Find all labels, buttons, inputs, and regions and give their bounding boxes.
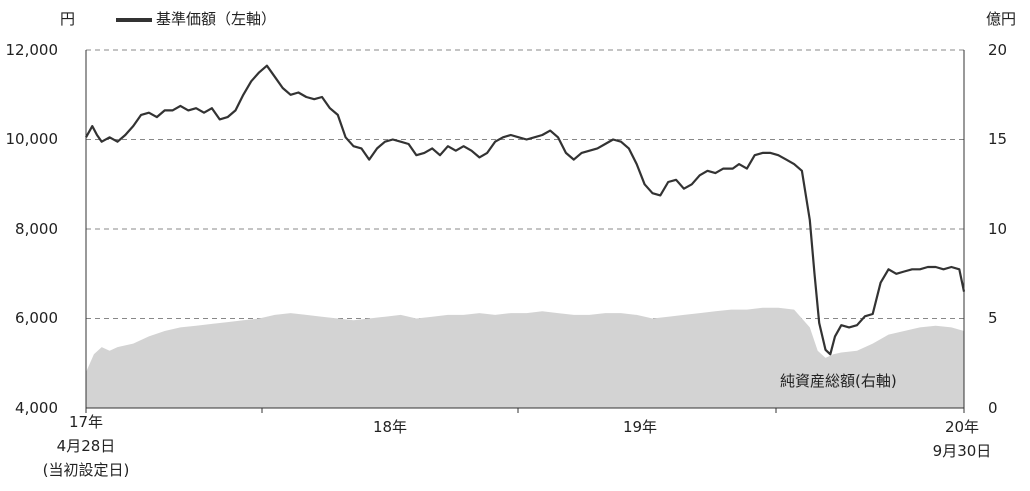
y-right-tick: 10 xyxy=(988,220,1007,238)
net-assets-area xyxy=(86,307,964,408)
y-right-tick: 15 xyxy=(988,130,1007,148)
nav-line xyxy=(85,64,966,356)
x-label-18: 18年 xyxy=(373,418,407,436)
x-label-start: 17年 xyxy=(69,413,103,431)
gridlines xyxy=(86,49,964,319)
y-right-tick: 0 xyxy=(988,399,998,417)
nav-line-path xyxy=(85,64,966,356)
x-label-start-date: 4月28日 xyxy=(57,437,116,455)
y-left-tick: 10,000 xyxy=(6,130,59,148)
y-left-tick: 4,000 xyxy=(15,399,58,417)
x-label-end: 20年 xyxy=(945,418,979,436)
left-unit-label: 円 xyxy=(60,10,75,28)
axes xyxy=(85,50,965,413)
net-assets-area-shape xyxy=(86,307,964,408)
right-unit-label: 億円 xyxy=(986,10,1016,28)
area-label: 純資産総額(右軸) xyxy=(780,372,897,390)
y-left-tick: 8,000 xyxy=(15,220,58,238)
x-label-19: 19年 xyxy=(623,418,657,436)
x-label-start-note: (当初設定日) xyxy=(43,461,130,479)
legend-line-label: 基準価額（左軸） xyxy=(156,10,276,28)
y-right-tick: 20 xyxy=(988,41,1007,59)
x-label-end-date: 9月30日 xyxy=(933,442,992,460)
y-left-tick: 6,000 xyxy=(15,309,58,327)
y-left-tick: 12,000 xyxy=(6,41,59,59)
y-right-tick: 5 xyxy=(988,309,998,327)
